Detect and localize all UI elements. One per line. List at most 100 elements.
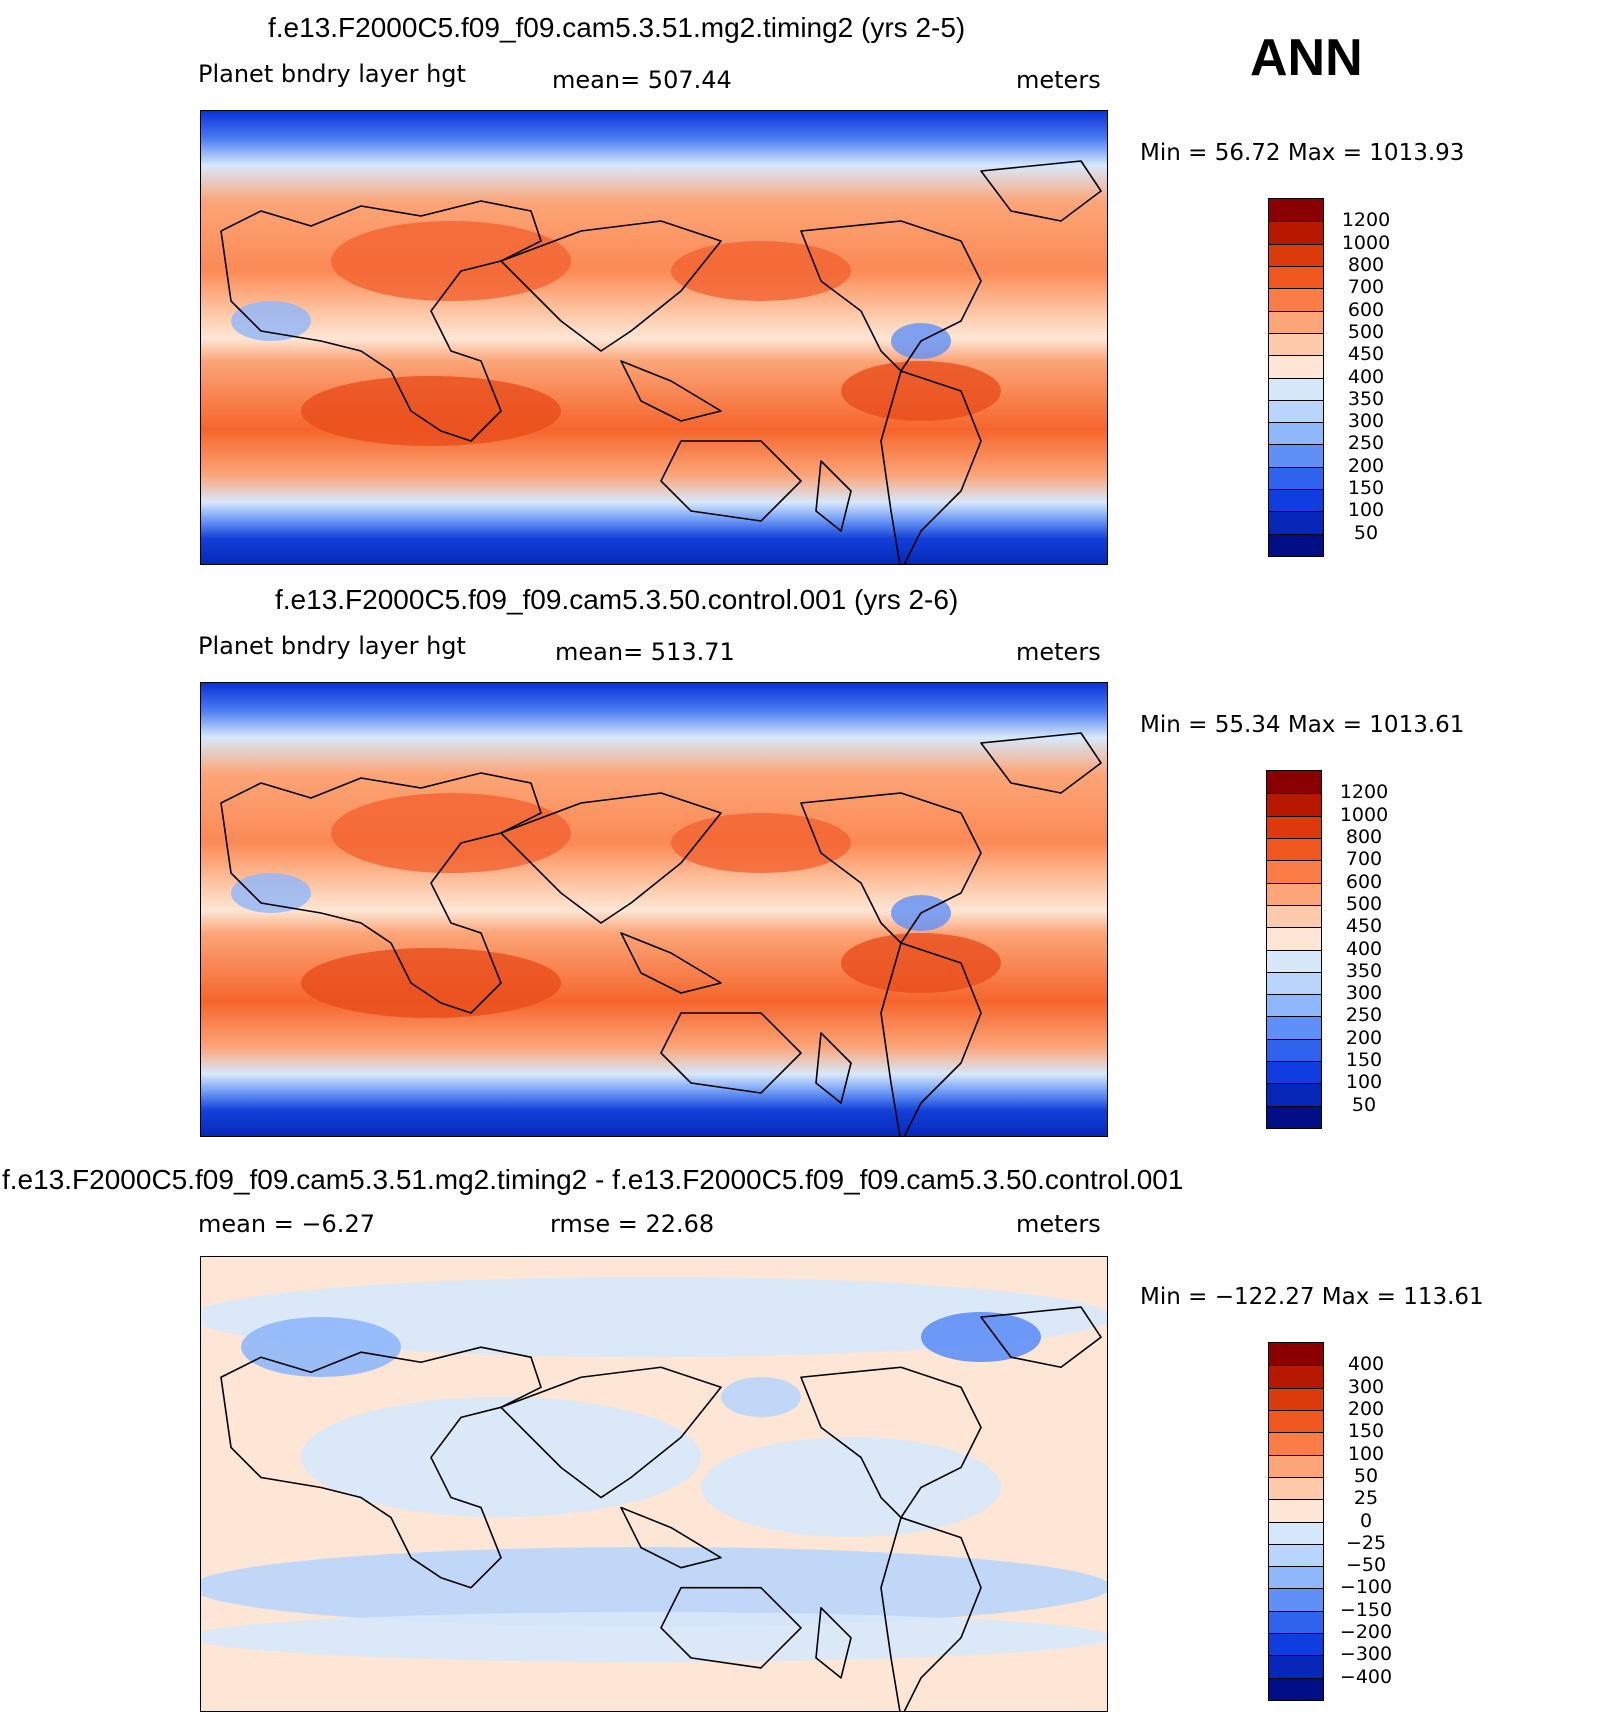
colorbar-tick-label: 600 xyxy=(1347,298,1385,321)
panel-2-units-label: meters xyxy=(1016,638,1101,666)
colorbar-swatch xyxy=(1267,1016,1321,1039)
colorbar-tick-label: −400 xyxy=(1339,1665,1393,1688)
panel-1-variable-label: Planet bndry layer hgt xyxy=(198,60,466,88)
colorbar-swatch xyxy=(1269,444,1323,467)
colorbar-tick-label: 250 xyxy=(1347,432,1385,455)
colorbar-swatch xyxy=(1269,489,1323,512)
colorbar-swatch xyxy=(1267,994,1321,1017)
colorbar-swatch xyxy=(1269,533,1323,556)
colorbar-swatch xyxy=(1269,1677,1323,1700)
colorbar-swatch xyxy=(1267,793,1321,816)
colorbar-tick-label: 400 xyxy=(1347,365,1385,388)
colorbar-swatch xyxy=(1269,466,1323,490)
colorbar-tick-label: 300 xyxy=(1347,410,1385,433)
colorbar-swatch xyxy=(1269,1365,1323,1388)
colorbar-tick-label: 1200 xyxy=(1339,781,1389,804)
panel-1-map-field xyxy=(201,111,1107,564)
colorbar-tick-label: 1000 xyxy=(1339,803,1389,826)
panel-2-colorbar xyxy=(1266,770,1322,1129)
colorbar-tick-label: 500 xyxy=(1347,320,1385,343)
colorbar-tick-label: 100 xyxy=(1345,1071,1383,1094)
colorbar-swatch xyxy=(1267,1105,1321,1128)
colorbar-tick-label: −150 xyxy=(1339,1598,1393,1621)
colorbar-swatch xyxy=(1267,815,1321,838)
colorbar-swatch xyxy=(1269,1566,1323,1589)
panel-1-units-label: meters xyxy=(1016,66,1101,94)
colorbar-tick-label: 800 xyxy=(1347,253,1385,276)
colorbar-tick-label: 400 xyxy=(1345,937,1383,960)
colorbar-tick-label: 1200 xyxy=(1341,209,1391,232)
colorbar-swatch xyxy=(1267,949,1321,972)
colorbar-swatch xyxy=(1267,927,1321,950)
colorbar-tick-label: 250 xyxy=(1345,1004,1383,1027)
panel-3-units-label: meters xyxy=(1016,1210,1101,1238)
panel-3-map-field xyxy=(201,1257,1107,1711)
colorbar-tick-label: 700 xyxy=(1345,848,1383,871)
panel-1-colorbar xyxy=(1268,198,1324,557)
colorbar-tick-label: 150 xyxy=(1345,1049,1383,1072)
colorbar-tick-label: 50 xyxy=(1351,1093,1377,1116)
panel-3-minmax: Min = −122.27 Max = 113.61 xyxy=(1140,1284,1484,1310)
panel-2-mean-label: mean= 513.71 xyxy=(555,638,735,666)
colorbar-tick-label: 700 xyxy=(1347,276,1385,299)
colorbar-swatch xyxy=(1269,243,1323,266)
colorbar-tick-label: 600 xyxy=(1345,870,1383,893)
colorbar-swatch xyxy=(1269,288,1323,311)
colorbar-swatch xyxy=(1269,1633,1323,1656)
colorbar-tick-label: 200 xyxy=(1345,1026,1383,1049)
colorbar-swatch xyxy=(1267,904,1321,928)
panel-1-mean-label: mean= 507.44 xyxy=(552,66,732,94)
colorbar-swatch xyxy=(1269,265,1323,289)
panel-1-map xyxy=(200,110,1108,565)
colorbar-swatch xyxy=(1269,1476,1323,1500)
colorbar-tick-label: 25 xyxy=(1353,1487,1379,1510)
colorbar-swatch xyxy=(1267,1038,1321,1062)
colorbar-swatch xyxy=(1267,837,1321,861)
colorbar-tick-label: 400 xyxy=(1347,1353,1385,1376)
panel-2-minmax: Min = 55.34 Max = 1013.61 xyxy=(1140,712,1465,738)
panel-3-title: f.e13.F2000C5.f09_f09.cam5.3.51.mg2.timi… xyxy=(2,1164,1184,1195)
colorbar-tick-label: 100 xyxy=(1347,1442,1385,1465)
colorbar-tick-label: 150 xyxy=(1347,477,1385,500)
colorbar-swatch xyxy=(1269,1499,1323,1522)
colorbar-tick-label: 800 xyxy=(1345,825,1383,848)
colorbar-swatch xyxy=(1269,399,1323,423)
colorbar-swatch xyxy=(1269,1655,1323,1678)
colorbar-swatch xyxy=(1269,1454,1323,1477)
panel-2-variable-label: Planet bndry layer hgt xyxy=(198,632,466,660)
panel-3-rmse-label: rmse = 22.68 xyxy=(550,1210,715,1238)
colorbar-tick-label: 450 xyxy=(1345,915,1383,938)
colorbar-swatch xyxy=(1267,971,1321,995)
colorbar-tick-label: 200 xyxy=(1347,1397,1385,1420)
colorbar-tick-label: 50 xyxy=(1353,521,1379,544)
colorbar-tick-label: −50 xyxy=(1345,1554,1387,1577)
colorbar-tick-label: 350 xyxy=(1345,959,1383,982)
colorbar-swatch xyxy=(1269,1588,1323,1611)
colorbar-tick-label: 450 xyxy=(1347,343,1385,366)
colorbar-tick-label: 100 xyxy=(1347,499,1385,522)
colorbar-swatch xyxy=(1269,422,1323,445)
colorbar-swatch xyxy=(1269,310,1323,333)
colorbar-tick-label: −300 xyxy=(1339,1643,1393,1666)
panel-1-minmax: Min = 56.72 Max = 1013.93 xyxy=(1140,140,1465,166)
colorbar-swatch xyxy=(1269,1409,1323,1433)
colorbar-tick-label: 300 xyxy=(1347,1375,1385,1398)
colorbar-tick-label: 1000 xyxy=(1341,231,1391,254)
colorbar-swatch xyxy=(1269,1521,1323,1544)
colorbar-tick-label: −25 xyxy=(1345,1531,1387,1554)
panel-3-colorbar xyxy=(1268,1342,1324,1701)
panel-2-map xyxy=(200,682,1108,1137)
colorbar-tick-label: 150 xyxy=(1347,1420,1385,1443)
colorbar-swatch xyxy=(1267,1083,1321,1106)
colorbar-tick-label: 0 xyxy=(1359,1509,1373,1532)
colorbar-swatch xyxy=(1269,332,1323,356)
colorbar-swatch xyxy=(1269,511,1323,534)
panel-2-map-field xyxy=(201,683,1107,1136)
colorbar-swatch xyxy=(1267,860,1321,883)
colorbar-tick-label: −100 xyxy=(1339,1576,1393,1599)
panel-1-title: f.e13.F2000C5.f09_f09.cam5.3.51.mg2.timi… xyxy=(268,12,966,43)
colorbar-swatch xyxy=(1267,1061,1321,1084)
colorbar-swatch xyxy=(1269,1343,1323,1366)
colorbar-swatch xyxy=(1269,221,1323,244)
panel-3-map xyxy=(200,1256,1108,1712)
